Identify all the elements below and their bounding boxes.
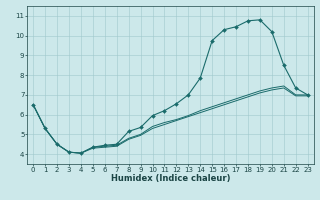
- X-axis label: Humidex (Indice chaleur): Humidex (Indice chaleur): [111, 174, 230, 183]
